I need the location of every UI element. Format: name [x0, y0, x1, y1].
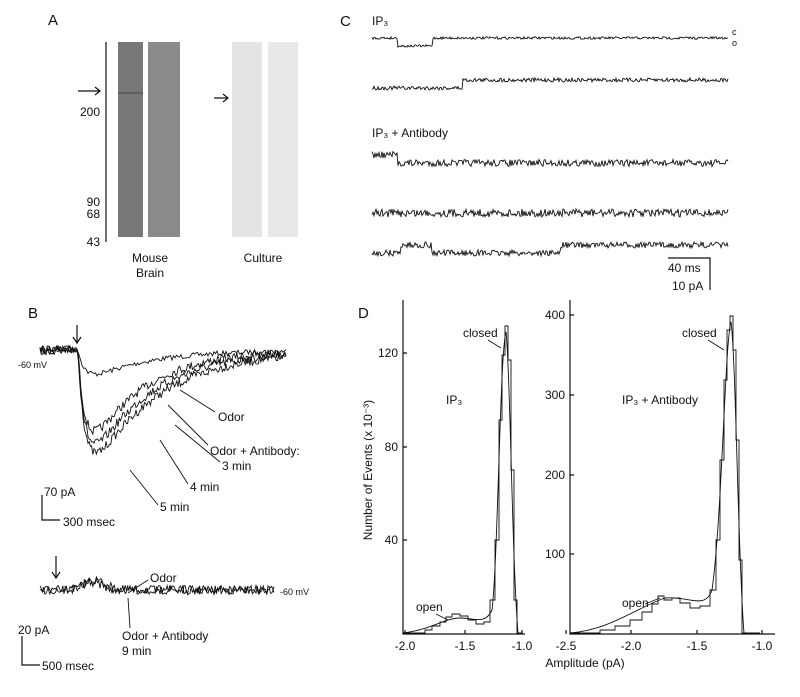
- marker: 43: [87, 235, 101, 249]
- y-tick-label: 400: [545, 308, 565, 322]
- annotation: closed: [682, 326, 717, 340]
- scale-bar: [668, 257, 711, 290]
- panel-c: C IP₃ c o IP₃ + Antibody 40 ms 10 pA: [340, 13, 737, 293]
- marker: 200: [80, 105, 100, 119]
- pointer: [435, 613, 449, 621]
- y-tick-label: 100: [545, 547, 565, 561]
- axes: [402, 300, 525, 635]
- y-tick-label: 40: [385, 533, 399, 547]
- current-trace: [39, 576, 275, 596]
- y-axis-label: Number of Events (x 10⁻³): [361, 400, 375, 540]
- x-tick-label: -1.5: [687, 639, 708, 653]
- panel-label: C: [340, 13, 351, 30]
- trace-label: 4 min: [190, 480, 219, 494]
- scale-time: 500 msec: [42, 659, 94, 673]
- trace-label: Odor: [150, 571, 177, 585]
- state: c: [732, 27, 737, 37]
- lane: [232, 42, 262, 237]
- potential: -60 mV: [280, 587, 309, 597]
- histogram: [570, 315, 760, 634]
- annotation: closed: [463, 326, 498, 340]
- current-trace: [39, 344, 287, 444]
- x-tick-label: -1.0: [512, 639, 533, 653]
- fit-curve: [402, 331, 519, 634]
- current-trace: [39, 346, 287, 377]
- tick: [565, 314, 763, 634]
- trace-label: 9 min: [122, 644, 151, 658]
- axes: [569, 300, 775, 635]
- marker: 90: [87, 195, 101, 209]
- scale-current: 20 pA: [18, 623, 49, 637]
- lane-label: Culture: [244, 251, 283, 265]
- scale-bar: [21, 636, 40, 666]
- panel-b: B -60 mV Odor Odor + Antibody: 3 min 4 m…: [18, 305, 309, 673]
- arrow: [51, 556, 61, 580]
- pointer: [707, 339, 725, 351]
- y-tick-label: 80: [385, 440, 399, 454]
- x-tick-label: -2.0: [395, 639, 416, 653]
- tick: [403, 352, 523, 634]
- x-tick-label: -2.0: [621, 639, 642, 653]
- x-tick-label: -1.5: [455, 639, 476, 653]
- trace-label: Odor + Antibody:: [210, 444, 300, 458]
- current-trace: [39, 344, 287, 436]
- y-tick-label: 300: [545, 388, 565, 402]
- channel-trace: [371, 240, 729, 258]
- arrow: [72, 325, 82, 345]
- channel-trace: [371, 207, 729, 219]
- panel-label: A: [48, 12, 58, 29]
- current-trace: [39, 344, 287, 456]
- annotation: open: [622, 596, 649, 610]
- scale-bar: [41, 495, 60, 521]
- scale-time: 40 ms: [668, 261, 701, 275]
- potential: -60 mV: [18, 360, 47, 370]
- condition: IP₃: [446, 393, 462, 407]
- trace-label: Odor + Antibody: [122, 629, 208, 643]
- panel-label: B: [28, 305, 38, 322]
- lane: [148, 42, 180, 237]
- trace-label: Odor: [218, 410, 245, 424]
- pointer: [487, 339, 502, 349]
- lane: [118, 42, 143, 237]
- condition: IP₃ + Antibody: [622, 393, 698, 407]
- scale-time: 300 msec: [63, 515, 115, 529]
- x-axis-label: Amplitude (pA): [545, 656, 624, 670]
- channel-trace: [371, 150, 729, 169]
- lane: [268, 42, 298, 237]
- channel-trace: [371, 35, 729, 49]
- x-tick-label: -1.0: [752, 639, 773, 653]
- pointer: [129, 389, 221, 506]
- lane-label: Mouse: [132, 251, 168, 265]
- condition: IP₃: [372, 14, 388, 28]
- panel-a: A 200 90 68 43 Mouse Brain Culture: [48, 12, 298, 280]
- y-tick-label: 120: [378, 346, 398, 360]
- scale-current: 70 pA: [44, 485, 75, 499]
- fit-curve: [569, 321, 745, 634]
- lane-label: Brain: [136, 266, 164, 280]
- trace-label: 3 min: [222, 459, 251, 473]
- scale-current: 10 pA: [672, 279, 703, 293]
- channel-trace: [371, 76, 729, 92]
- annotation: open: [416, 600, 443, 614]
- marker: 68: [87, 207, 101, 221]
- x-tick-label: -2.5: [556, 639, 577, 653]
- pointer: [127, 579, 149, 629]
- state: o: [732, 38, 737, 48]
- condition: IP₃ + Antibody: [372, 126, 448, 140]
- histogram: [403, 325, 522, 634]
- pointer: [644, 597, 661, 605]
- y-tick-label: 200: [545, 468, 565, 482]
- trace-label: 5 min: [160, 500, 189, 514]
- panel-d: D Number of Events (x 10⁻³) Amplitude (p…: [358, 300, 775, 670]
- panel-label: D: [358, 305, 369, 322]
- arrow: [214, 93, 229, 103]
- arrow: [78, 86, 101, 96]
